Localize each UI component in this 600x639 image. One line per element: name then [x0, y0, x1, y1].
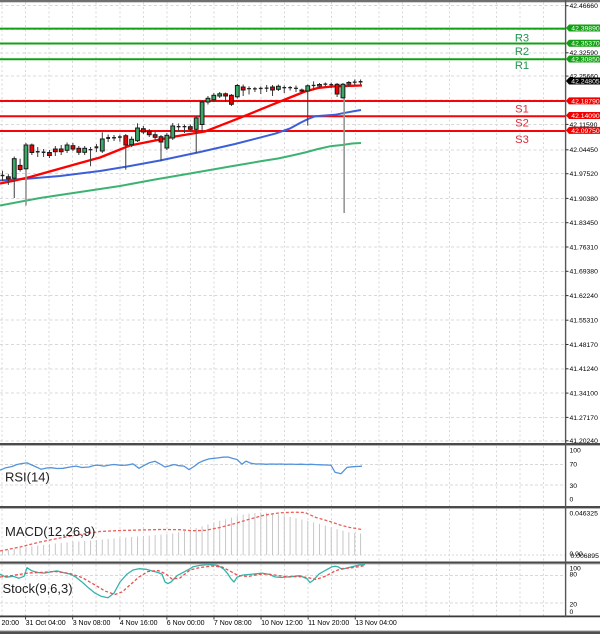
- svg-text:Stock(9,6,3): Stock(9,6,3): [3, 581, 73, 596]
- svg-text:70: 70: [570, 462, 578, 469]
- svg-text:S1: S1: [515, 104, 529, 116]
- svg-text:30: 30: [570, 483, 578, 490]
- svg-text:80: 80: [570, 572, 578, 579]
- svg-text:42.46660: 42.46660: [570, 3, 599, 10]
- svg-text:31 Oct 04:00: 31 Oct 04:00: [26, 620, 66, 627]
- svg-text:S2: S2: [515, 118, 529, 130]
- svg-text:42.04450: 42.04450: [570, 147, 599, 154]
- svg-text:41.76310: 41.76310: [570, 244, 599, 251]
- svg-text:R1: R1: [515, 60, 529, 72]
- svg-text:41.34100: 41.34100: [570, 391, 599, 398]
- svg-text:41.20240: 41.20240: [570, 438, 599, 445]
- svg-text:41.69380: 41.69380: [570, 269, 599, 276]
- svg-text:41.27170: 41.27170: [570, 415, 599, 422]
- svg-text:13 Nov 04:00: 13 Nov 04:00: [355, 620, 397, 627]
- svg-text:41.41240: 41.41240: [570, 366, 599, 373]
- svg-text:0: 0: [570, 496, 574, 503]
- svg-text:41.97520: 41.97520: [570, 171, 599, 178]
- svg-text:20:00: 20:00: [2, 620, 20, 627]
- svg-text:10 Nov 12:00: 10 Nov 12:00: [261, 620, 303, 627]
- svg-text:41.62240: 41.62240: [570, 293, 599, 300]
- svg-text:4 Nov 16:00: 4 Nov 16:00: [120, 620, 158, 627]
- svg-text:0.046325: 0.046325: [570, 511, 599, 518]
- svg-text:41.90380: 41.90380: [570, 196, 599, 203]
- svg-text:42.35370: 42.35370: [571, 41, 600, 48]
- svg-text:0.006895: 0.006895: [571, 553, 600, 560]
- svg-text:42.09750: 42.09750: [571, 128, 600, 135]
- svg-text:42.18790: 42.18790: [571, 98, 600, 105]
- svg-text:100: 100: [570, 447, 582, 454]
- svg-text:41.48170: 41.48170: [570, 342, 599, 349]
- svg-text:R3: R3: [515, 33, 529, 45]
- svg-text:S3: S3: [515, 134, 529, 146]
- svg-text:0: 0: [570, 609, 574, 616]
- svg-text:RSI(14): RSI(14): [5, 470, 50, 485]
- svg-text:42.24805: 42.24805: [571, 78, 600, 85]
- svg-text:41.55310: 41.55310: [570, 318, 599, 325]
- svg-text:20: 20: [570, 602, 578, 609]
- svg-text:42.14090: 42.14090: [571, 113, 600, 120]
- svg-text:7 Nov 08:00: 7 Nov 08:00: [214, 620, 252, 627]
- svg-text:MACD(12,26,9): MACD(12,26,9): [5, 524, 95, 539]
- svg-text:3 Nov 08:00: 3 Nov 08:00: [73, 620, 111, 627]
- svg-text:6 Nov 00:00: 6 Nov 00:00: [167, 620, 205, 627]
- svg-text:42.32590: 42.32590: [570, 50, 599, 57]
- svg-text:42.30850: 42.30850: [571, 56, 600, 63]
- svg-text:42.25660: 42.25660: [570, 74, 599, 81]
- svg-text:11 Nov 20:00: 11 Nov 20:00: [308, 620, 349, 627]
- svg-text:R2: R2: [515, 46, 529, 58]
- svg-text:100: 100: [570, 566, 582, 573]
- svg-text:42.39890: 42.39890: [571, 25, 600, 32]
- svg-text:41.83450: 41.83450: [570, 220, 599, 227]
- svg-text:0.00: 0.00: [570, 551, 583, 558]
- svg-text:42.11590: 42.11590: [570, 122, 598, 129]
